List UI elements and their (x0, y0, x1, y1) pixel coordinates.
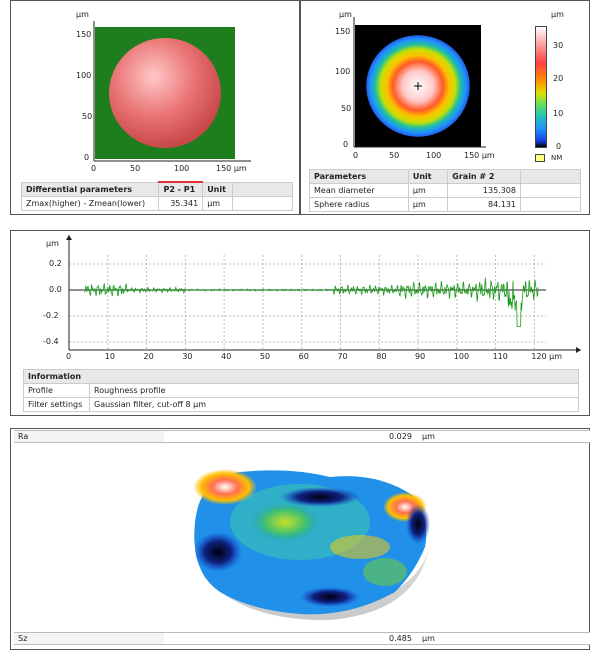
unit-label: µm (76, 10, 89, 19)
table-cell: 135.308 (447, 183, 521, 198)
ra-unit: µm (422, 432, 435, 441)
differential-table: Differential parameters P2 - P1 Unit Zma… (20, 181, 293, 211)
x-tick: 0 (66, 352, 72, 361)
ra-divider (164, 431, 590, 442)
x-tick: 30 (182, 352, 193, 361)
x-tick: 100 (453, 352, 470, 361)
colorbar-tick: 0 (556, 142, 562, 151)
y-tick: 0 (84, 153, 90, 162)
grain-map-panel: µm 150 100 50 0 0 50 100 150 µm (300, 0, 590, 215)
table-cell: Roughness profile (89, 383, 579, 398)
y-tick: -0.2 (43, 311, 59, 320)
table-cell: µm (202, 195, 233, 211)
x-tick: 50 (259, 352, 271, 361)
colorbar-unit: µm (551, 10, 564, 19)
table-cell: Profile (23, 383, 90, 398)
table-cell: 84.131 (447, 197, 521, 212)
y-tick: 0 (343, 140, 349, 149)
x-tick: 50 (130, 164, 141, 173)
axis-lines (93, 21, 251, 162)
x-tick: 100 (426, 151, 442, 160)
grain-map-image (355, 25, 481, 147)
x-tick: 70 (337, 352, 348, 361)
sz-value: 0.485 (389, 634, 412, 643)
y-tick: 150 (335, 27, 351, 36)
table-cell: µm (407, 183, 449, 198)
colorbar (535, 26, 547, 148)
ra-bar: Ra 0.029 µm (14, 430, 590, 443)
x-tick: 60 (298, 352, 309, 361)
table-header: Unit (202, 181, 233, 197)
x-tick: 0 (353, 151, 359, 160)
table-header: P2 - P1 (158, 181, 204, 197)
y-tick: 0.2 (49, 259, 62, 268)
table-header: Parameters (309, 169, 409, 184)
roughness-profile-panel: µm 0.2 0.0 -0.2 -0.4 Information Profile… (10, 230, 590, 416)
x-tick: 20 (143, 352, 154, 361)
x-tick: 150 µm (216, 164, 247, 173)
x-tick: 90 (415, 352, 426, 361)
x-tick: 150 µm (464, 151, 495, 160)
table-header: Unit (407, 169, 449, 184)
table-cell: Mean diameter (309, 183, 409, 198)
y-tick: 0.0 (49, 285, 62, 294)
x-tick: 50 (389, 151, 400, 160)
x-tick: 120 µm (531, 352, 563, 361)
colorbar-tick: 10 (553, 109, 564, 118)
table-cell: Zmax(higher) - Zmean(lower) (20, 195, 160, 211)
height-map-panel: µm 150 100 50 0 0 50 100 150 µm Differen… (10, 0, 300, 215)
table-cell: Filter settings (23, 397, 90, 412)
surface-3d-view (193, 469, 430, 621)
y-tick: 100 (76, 71, 92, 80)
nm-label: NM (551, 154, 563, 162)
nm-swatch (535, 154, 545, 162)
x-tick: 10 (104, 352, 115, 361)
sz-bar: Sz 0.485 µm (14, 632, 590, 645)
grid (68, 255, 546, 350)
table-header: Grain # 2 (447, 169, 521, 184)
information-table: Information Profile Roughness profile Fi… (23, 369, 579, 412)
colorbar-tick: 20 (553, 74, 564, 83)
y-tick: 50 (82, 112, 93, 121)
y-tick: 50 (341, 104, 352, 113)
y-tick: 100 (335, 67, 351, 76)
table-cell: Gaussian filter, cut-off 8 µm (89, 397, 579, 412)
x-tick: 110 (492, 352, 508, 361)
ra-value: 0.029 (389, 432, 412, 441)
x-tick: 0 (91, 164, 97, 173)
table-cell: Sphere radius (309, 197, 409, 212)
grain-parameters-table: Parameters Unit Grain # 2 Mean diameter … (309, 169, 581, 212)
sz-divider (164, 633, 590, 644)
table-header: Differential parameters (20, 181, 160, 197)
info-title: Information (23, 369, 579, 384)
profile-plot (66, 235, 581, 353)
y-tick: 150 (76, 30, 92, 39)
sz-label: Sz (18, 634, 28, 643)
x-tick: 40 (221, 352, 232, 361)
axis-lines (353, 17, 486, 148)
unit-label: µm (339, 10, 352, 19)
unit-label: µm (46, 239, 59, 248)
profile-line (84, 277, 539, 327)
y-tick: -0.4 (43, 337, 59, 346)
x-tick: 100 (174, 164, 190, 173)
sz-unit: µm (422, 634, 435, 643)
colorbar-tick: 30 (553, 41, 564, 50)
table-cell: µm (407, 197, 449, 212)
ra-label: Ra (18, 432, 29, 441)
height-map-image (95, 27, 235, 159)
x-tick: 80 (376, 352, 387, 361)
table-cell: 35.341 (158, 195, 204, 211)
